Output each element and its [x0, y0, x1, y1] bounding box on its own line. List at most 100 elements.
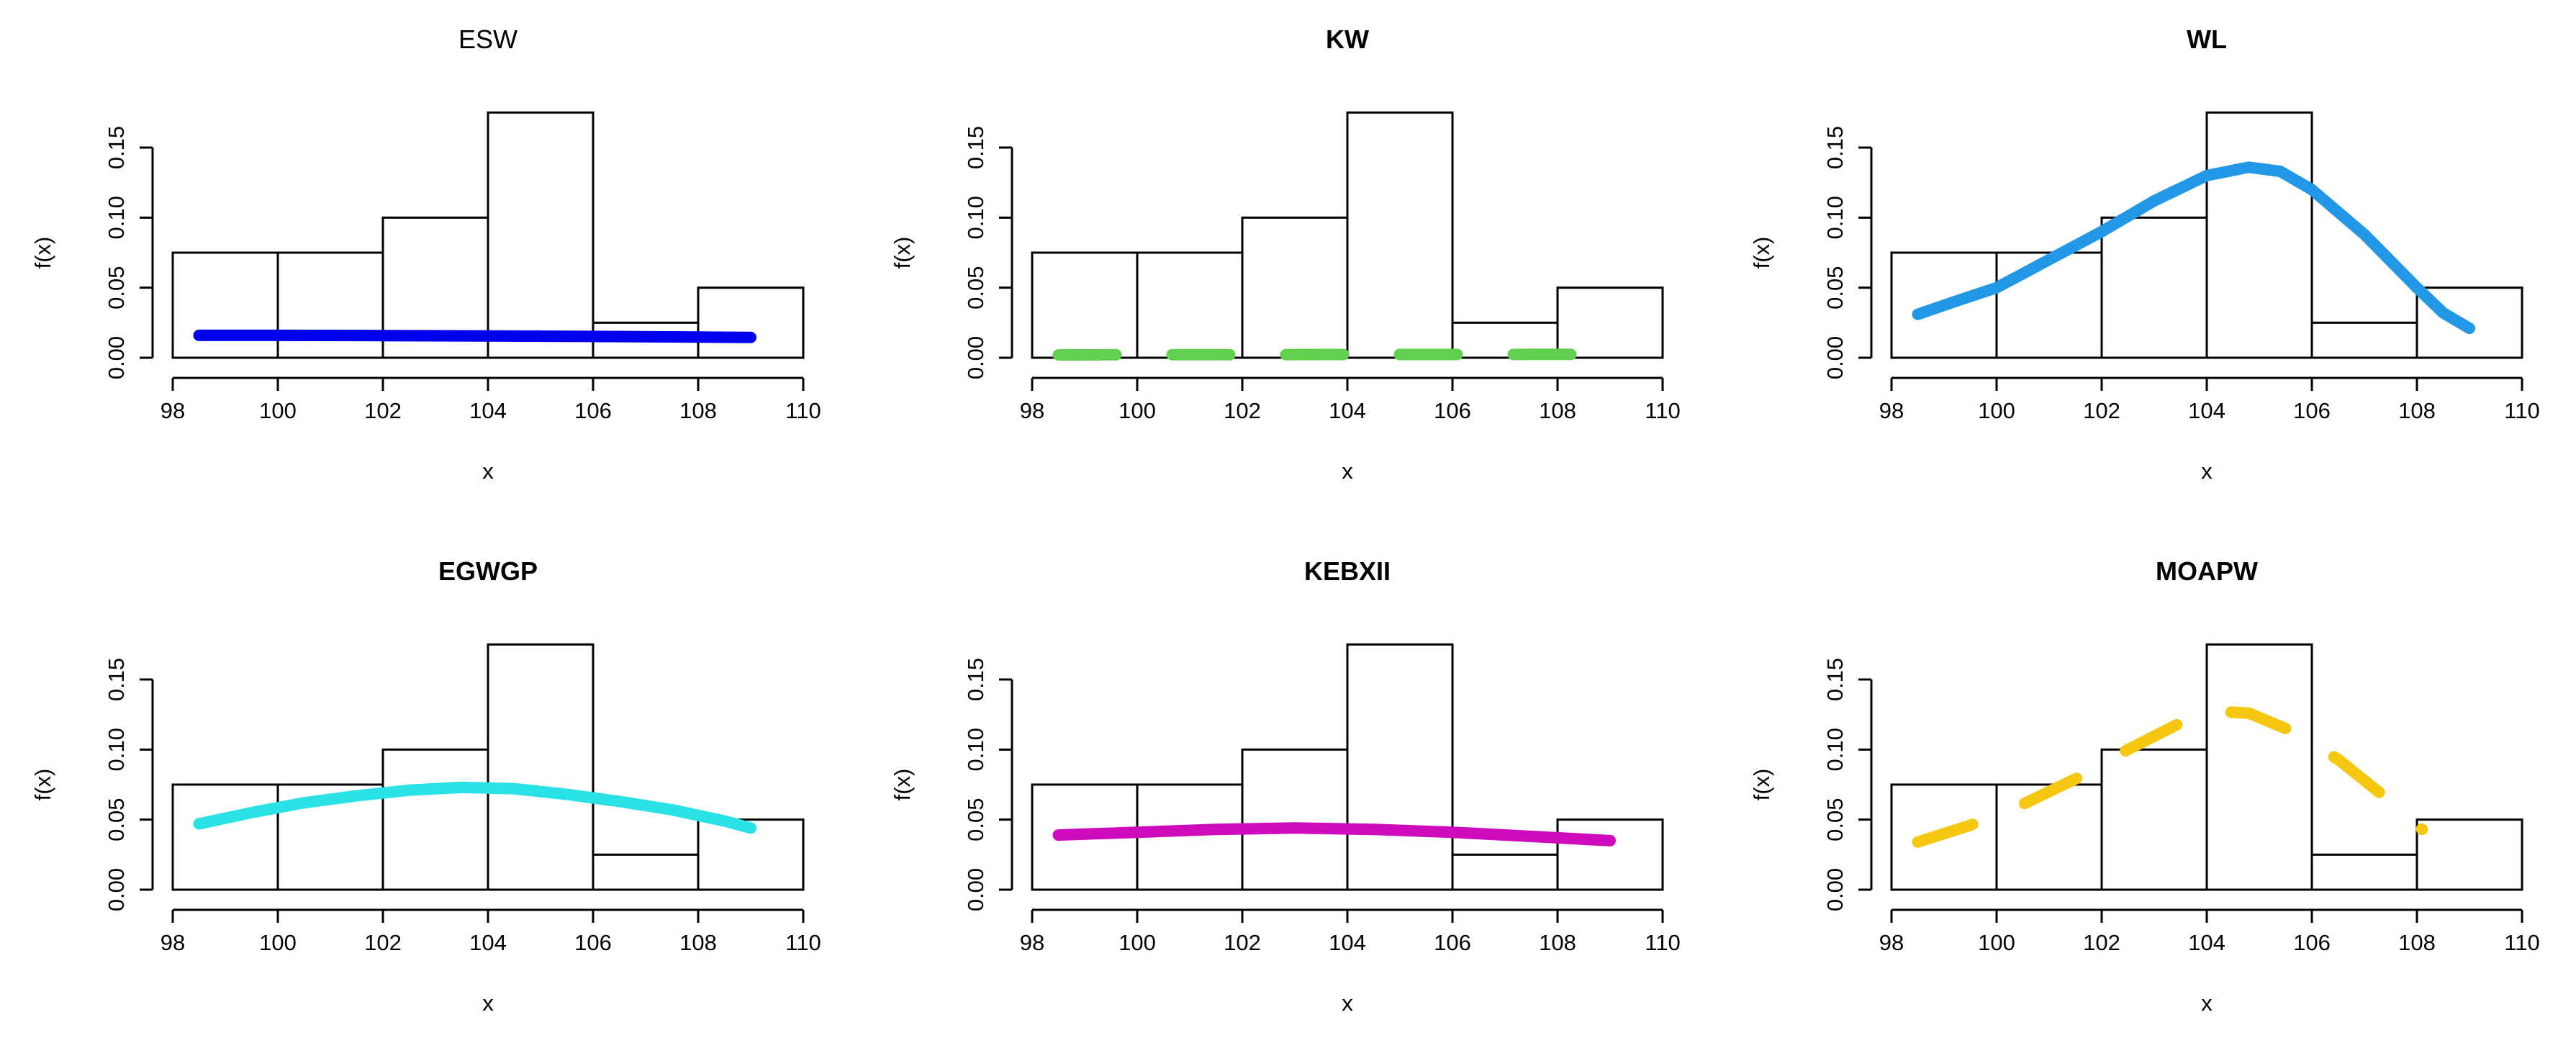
- histogram-bar: [697, 818, 805, 891]
- y-tick-label: 0.15: [963, 658, 988, 701]
- x-tick-label: 102: [1224, 398, 1261, 423]
- x-axis-label: x: [482, 990, 494, 1016]
- y-tick-label: 0.00: [1822, 868, 1848, 911]
- histogram-bar: [1451, 853, 1559, 891]
- histogram-bar: [1995, 251, 2103, 359]
- panel-kebxii: KEBXII 98 100 102 104 106 108 110 x 0.00 0.05 0.10 0…: [890, 556, 1681, 1016]
- histogram-bar: [1241, 748, 1349, 891]
- histogram-bar: [2100, 748, 2208, 891]
- histogram-bar: [276, 251, 384, 359]
- y-tick-label: 0.15: [1822, 126, 1848, 169]
- y-tick-label: 0.05: [1822, 798, 1848, 841]
- x-tick-label: 102: [2083, 398, 2120, 423]
- histogram-bar: [1995, 783, 2103, 891]
- y-axis-label: f(x): [30, 237, 55, 269]
- x-tick-label: 100: [1118, 930, 1156, 955]
- x-tick-label: 106: [574, 398, 612, 423]
- y-tick-label: 0.05: [963, 266, 988, 309]
- density-curve-kebxii: [1052, 822, 1616, 846]
- x-tick-label: 108: [1539, 398, 1576, 423]
- y-tick-label: 0.10: [1822, 728, 1848, 771]
- density-curve-egwgp: [193, 781, 756, 834]
- density-curve-moapw: [1912, 705, 2428, 848]
- x-tick-label: 104: [1329, 398, 1366, 423]
- x-tick-label: 98: [161, 930, 185, 955]
- x-tick-label: 110: [785, 398, 821, 423]
- x-tick-label: 108: [2398, 398, 2436, 423]
- y-axis-label: f(x): [890, 769, 915, 801]
- x-tick-label: 108: [2398, 930, 2436, 955]
- y-tick-label: 0.00: [963, 336, 988, 379]
- x-axis-label: x: [482, 459, 494, 484]
- histogram-bar: [697, 286, 805, 359]
- x-tick-label: 102: [1224, 930, 1261, 955]
- y-tick-label: 0.00: [963, 868, 988, 911]
- histogram-bar: [2310, 853, 2418, 891]
- histogram-bar: [171, 251, 279, 359]
- y-tick-label: 0.10: [963, 196, 988, 239]
- x-tick-label: 106: [1434, 930, 1471, 955]
- y-tick-label: 0.15: [104, 658, 129, 701]
- x-tick-label: 106: [2293, 930, 2331, 955]
- panel-title: KEBXII: [1304, 556, 1391, 586]
- y-tick-label: 0.15: [104, 126, 129, 169]
- x-tick-label: 110: [1645, 930, 1680, 955]
- histogram-bar: [1241, 216, 1349, 359]
- x-tick-label: 100: [1978, 398, 2015, 423]
- density-curve-kw: [1052, 348, 1585, 361]
- panel-esw: ESW 98 100 102 104 106 108 110 x 0.00 0.05 0.10 0.15…: [30, 24, 821, 484]
- x-tick-label: 104: [469, 398, 507, 423]
- x-axis-label: x: [2201, 990, 2213, 1016]
- x-tick-label: 108: [679, 398, 717, 423]
- histogram-bar: [1556, 818, 1664, 891]
- y-axis-label: f(x): [1749, 237, 1774, 269]
- x-axis-label: x: [1342, 990, 1353, 1016]
- x-tick-label: 100: [259, 930, 297, 955]
- y-tick-label: 0.05: [104, 798, 129, 841]
- panel-moapw: MOAPW 98 100 102 104 106 108 110 x 0.00 0.05 0.10 0.…: [1749, 556, 2540, 1016]
- y-tick-label: 0.10: [963, 728, 988, 771]
- histogram-bar: [2205, 111, 2313, 359]
- x-tick-label: 98: [1879, 398, 1904, 423]
- panel-title: EGWGP: [438, 556, 538, 586]
- histogram-bar: [2205, 643, 2313, 891]
- histogram-bar: [1346, 111, 1454, 359]
- density-curve-esw: [193, 329, 756, 343]
- y-tick-label: 0.00: [104, 868, 129, 911]
- histogram-bar: [381, 748, 489, 891]
- x-tick-label: 106: [574, 930, 612, 955]
- histogram-bar: [2100, 216, 2208, 359]
- x-tick-label: 100: [1118, 398, 1156, 423]
- panel-wl: WL 98 100 102 104 106 108 110 x 0.00 0.05 0.10 0.15 f…: [1749, 24, 2540, 484]
- x-tick-label: 102: [2083, 930, 2120, 955]
- histogram-bar: [592, 853, 700, 891]
- x-tick-label: 110: [2504, 398, 2539, 423]
- x-tick-label: 110: [1645, 398, 1680, 423]
- histogram-bar: [487, 111, 595, 359]
- x-tick-label: 104: [469, 930, 507, 955]
- histogram-bar: [171, 783, 279, 891]
- x-tick-label: 110: [785, 930, 821, 955]
- y-tick-label: 0.10: [104, 728, 129, 771]
- x-tick-label: 102: [364, 930, 402, 955]
- histogram-bar: [2415, 818, 2523, 891]
- histogram-bar: [1346, 643, 1454, 891]
- density-curve-wl: [1912, 161, 2475, 335]
- histogram-bar: [487, 643, 595, 891]
- y-tick-label: 0.05: [1822, 266, 1848, 309]
- y-axis-label: f(x): [1749, 769, 1774, 801]
- histogram-bar: [2310, 321, 2418, 359]
- panel-title: MOAPW: [2156, 556, 2258, 586]
- y-tick-label: 0.10: [1822, 196, 1848, 239]
- x-tick-label: 98: [1020, 930, 1044, 955]
- x-tick-label: 98: [1020, 398, 1044, 423]
- panel-title: KW: [1326, 24, 1369, 54]
- y-axis-label: f(x): [30, 769, 55, 801]
- panel-title: ESW: [458, 24, 518, 54]
- y-tick-label: 0.00: [104, 336, 129, 379]
- x-tick-label: 110: [2504, 930, 2539, 955]
- x-tick-label: 108: [1539, 930, 1576, 955]
- histogram-bar: [1136, 251, 1244, 359]
- x-tick-label: 104: [2188, 930, 2225, 955]
